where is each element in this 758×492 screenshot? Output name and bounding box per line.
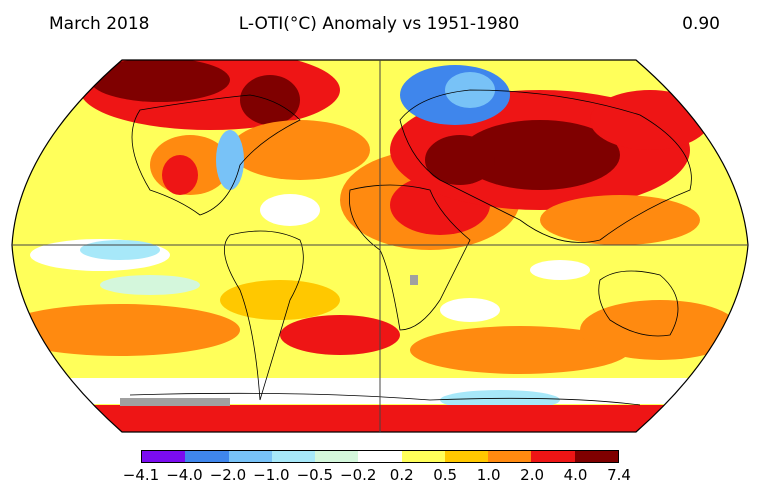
legend-tick-label: 4.0: [563, 466, 588, 484]
legend-swatch: [574, 451, 618, 462]
legend-swatch: [444, 451, 489, 462]
legend-tick-label: −0.5: [296, 466, 334, 484]
legend-swatch: [401, 451, 445, 462]
legend-swatch: [531, 451, 575, 462]
globe-outline: [11, 59, 749, 433]
legend-tick-label: −2.0: [209, 466, 247, 484]
legend-swatch: [185, 451, 229, 462]
global-mean-value: 0.90: [682, 14, 720, 34]
map-title: L-OTI(°C) Anomaly vs 1951-1980: [238, 14, 520, 34]
anomaly-field: [12, 60, 748, 432]
legend-ticks: −4.1 −4.0 −2.0 −1.0 −0.5 −0.2 0.2 0.5 1.0 2.0 4.0 7…: [0, 466, 758, 486]
legend-tick-label: −4.0: [166, 466, 203, 484]
legend-swatch: [271, 451, 316, 462]
legend-tick-label: 1.0: [476, 466, 501, 484]
legend-swatch: [315, 451, 359, 462]
legend-swatch: [228, 451, 272, 462]
legend-tick-label: 0.2: [389, 466, 414, 484]
date-label: March 2018: [49, 14, 150, 34]
legend-tick-label: 0.5: [433, 466, 458, 484]
legend-tick-label: −1.0: [253, 466, 290, 484]
legend-tick-label: 2.0: [520, 466, 545, 484]
legend-tick-label: −4.1: [122, 466, 160, 484]
legend-tick-label: −0.2: [340, 466, 377, 484]
color-legend: [141, 450, 619, 463]
legend-swatch: [142, 451, 186, 462]
legend-tick-label: 7.4: [607, 466, 631, 484]
legend-swatch: [358, 451, 402, 462]
legend-swatch: [488, 451, 532, 462]
